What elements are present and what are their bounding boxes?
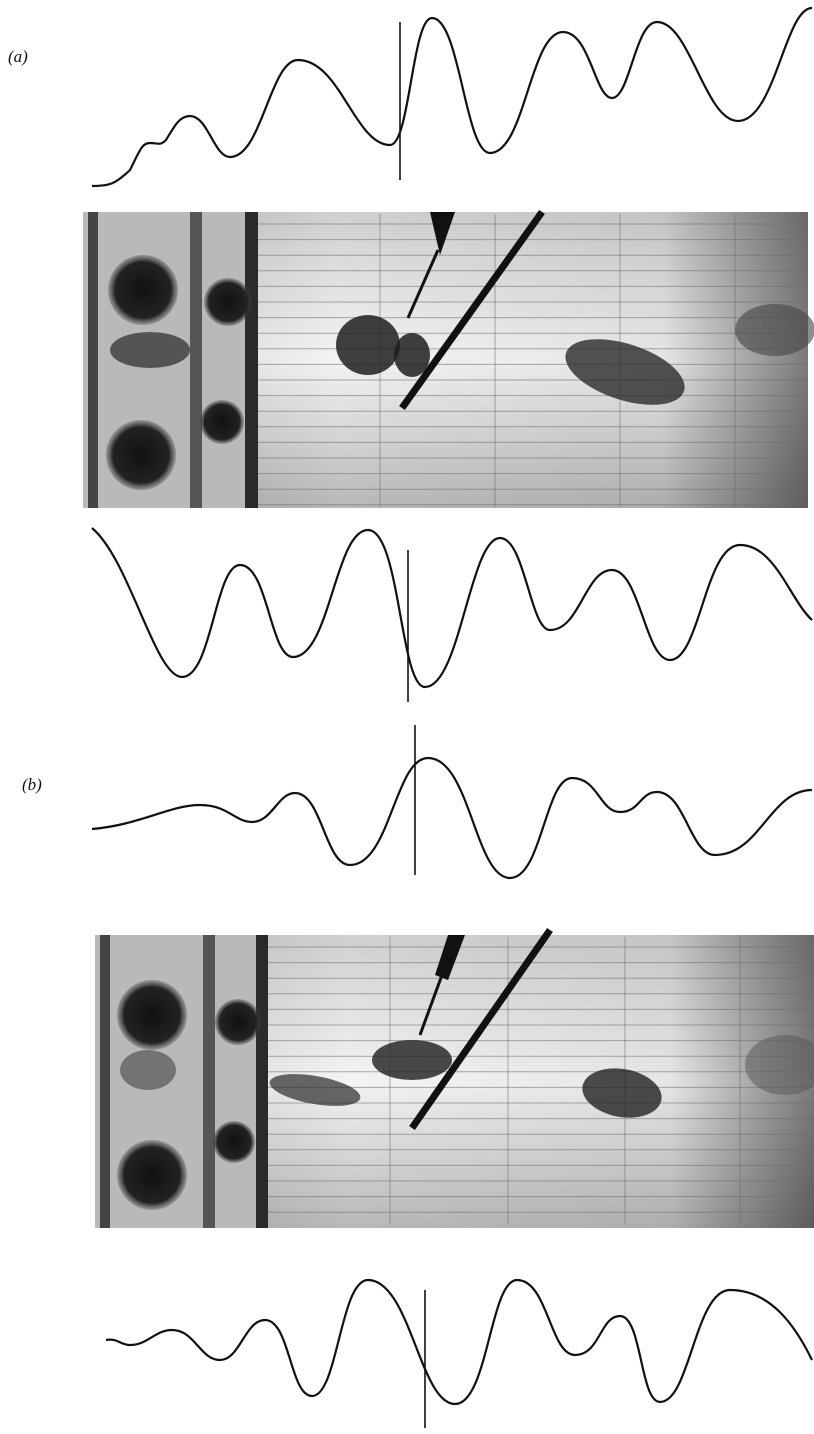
dark-spot [117,980,187,1050]
strip-edge [190,212,202,508]
dark-spot [106,420,176,490]
dye-vortex [372,1040,452,1080]
dark-spot [215,999,261,1045]
strip-edge [203,935,215,1228]
dye-vortex [735,304,814,356]
strip-edge [88,212,98,508]
page: {"panels": [{"label": "(a)"}, {"label": … [0,0,814,1429]
panel-label: (a) [8,47,28,66]
photograph [83,212,814,508]
dark-spot [110,332,190,368]
strip-edge [100,935,110,1228]
dark-spot [200,400,244,444]
trace [106,1280,812,1404]
strip-edge [256,935,268,1228]
dark-spot [108,255,178,325]
trace [92,758,812,878]
dye-vortex [336,315,400,375]
dark-spot [117,1140,187,1210]
photograph [95,930,814,1228]
dark-spot [120,1050,176,1090]
strip-edge [245,212,258,508]
panel-label: (b) [22,775,42,794]
trace [92,528,812,687]
dark-spot [204,278,252,326]
figure: (a) (b) [0,0,814,1429]
dark-spot [213,1121,255,1163]
trace [92,8,812,186]
